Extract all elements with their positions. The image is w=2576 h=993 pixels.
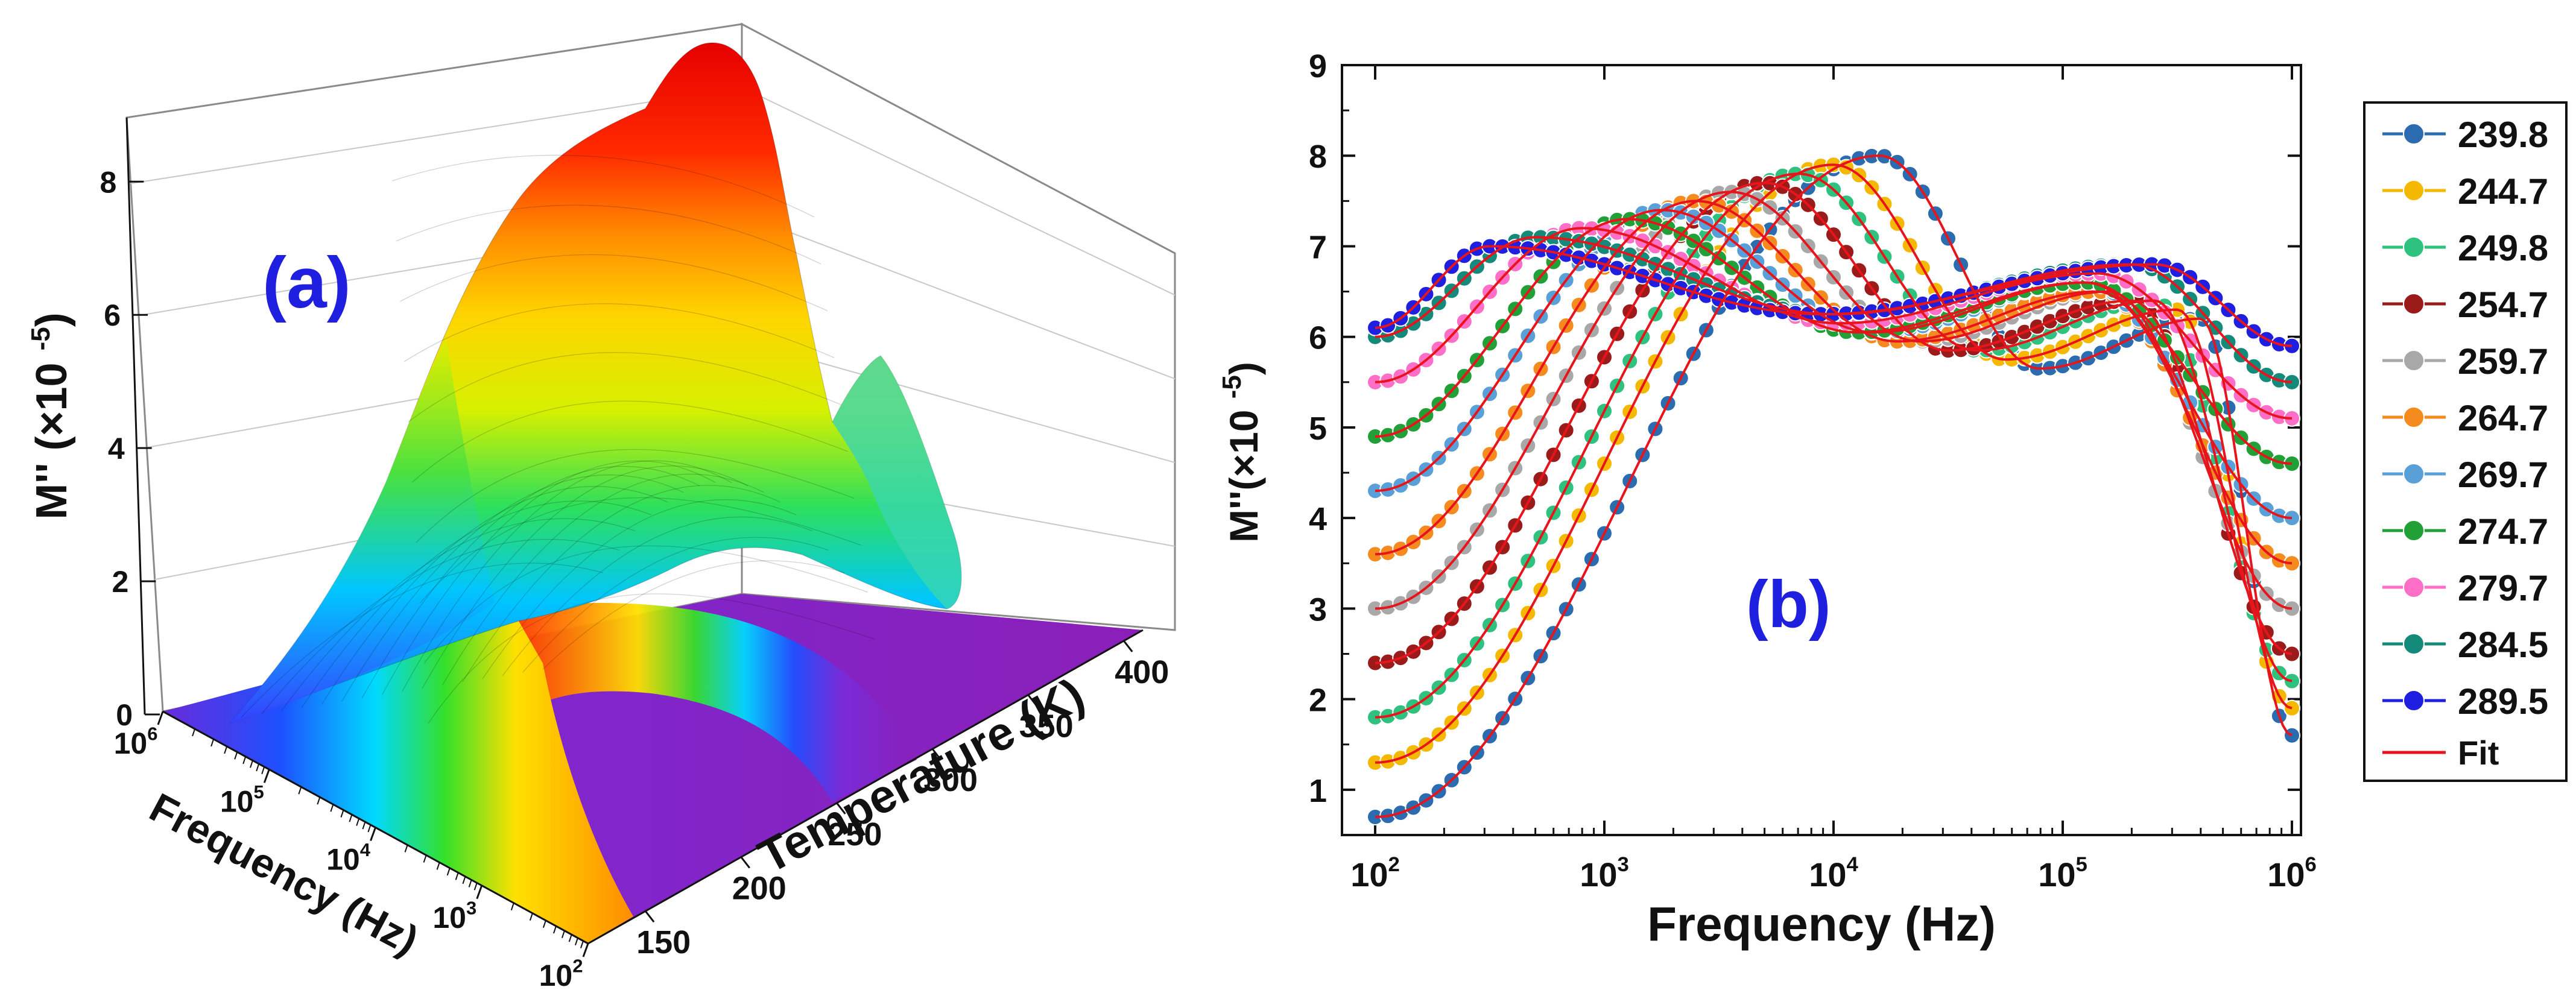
svg-text:M'' (×10 -5): M'' (×10 -5) — [26, 312, 76, 519]
data-point — [2283, 727, 2300, 744]
plot-b-x-tick-label: 102 — [1350, 853, 1400, 894]
fit-line-244.7 — [1375, 163, 2293, 764]
legend-label: 264.7 — [2458, 398, 2548, 438]
legend-marker — [2403, 690, 2425, 711]
frequency-tick-label: 105 — [220, 781, 264, 819]
fit-line-254.7 — [1375, 181, 2293, 664]
surface-floor-band — [507, 603, 917, 802]
data-point — [2283, 600, 2300, 617]
legend-label: 249.8 — [2458, 228, 2548, 268]
plot-b-y-tick-label: 2 — [1309, 682, 1327, 719]
plot-b-x-axis-title: Frequency (Hz) — [1647, 897, 1996, 951]
plot-b-y-axis-title-text: M''(×10 — [1221, 410, 1266, 543]
legend: 239.8 244.7 249.8 254.7 259.7 264.7 269.7 274.7… — [2382, 115, 2548, 772]
plot-b-frame — [1341, 64, 2302, 836]
legend-marker — [2403, 236, 2425, 258]
plot-b-series — [1367, 147, 2300, 825]
frequency-tick-label: 103 — [432, 897, 476, 935]
plot-b-y-tick-label: 4 — [1309, 501, 1327, 537]
legend-label: 259.7 — [2458, 341, 2548, 382]
plot-b-y-tick-label: 9 — [1309, 48, 1327, 84]
panel-a-label: (a) — [262, 242, 351, 323]
temperature-tick-label: 200 — [732, 871, 786, 907]
temperature-tick-label: 150 — [636, 924, 691, 960]
legend-label: 244.7 — [2458, 171, 2548, 212]
legend-marker — [2403, 293, 2425, 315]
plot-b-y-tick-label: 5 — [1309, 411, 1327, 447]
plot-b-y-tick-label: 6 — [1309, 320, 1327, 356]
legend-label: 279.7 — [2458, 568, 2548, 608]
temperature-tick-label: 300 — [923, 762, 978, 798]
z-axis-title-text: M'' (×10 — [28, 362, 76, 519]
legend-marker — [2403, 576, 2425, 598]
frequency-tick-label: 104 — [326, 839, 371, 877]
temperature-tick-label: 250 — [828, 816, 882, 853]
panel-b-line-plot: 1 2 3 4 5 6 7 8 9 102 103 104 105 106 (b) M''(×10 -5)… — [1217, 48, 2568, 951]
legend-label: 289.5 — [2458, 681, 2548, 722]
fit-line-274.7 — [1375, 218, 2293, 465]
plot-b-y-axis-title: M''(×10 -5) — [1217, 362, 1266, 543]
panel-b-label: (b) — [1746, 567, 1831, 642]
fit-line-239.8 — [1375, 154, 2293, 818]
plot-b-y-tick-label: 7 — [1309, 229, 1327, 265]
z-tick-label: 8 — [100, 165, 117, 199]
legend-label: 284.5 — [2458, 625, 2548, 665]
z-tick-label: 4 — [108, 432, 125, 465]
plot-b-y-tick-label: 1 — [1309, 773, 1327, 809]
legend-label: 269.7 — [2458, 455, 2548, 495]
z-tick-label: 6 — [104, 298, 121, 332]
frequency-axis: 106 105 104 103 102 — [114, 710, 589, 993]
legend-fit-label: Fit — [2458, 734, 2499, 772]
legend-marker — [2403, 123, 2425, 145]
legend-box — [2363, 101, 2568, 782]
surface-right-shoulder — [832, 356, 961, 609]
temperature-tick-label: 350 — [1019, 708, 1074, 745]
z-tick-label: 0 — [116, 698, 133, 732]
legend-marker — [2403, 180, 2425, 201]
surface-side-slope — [229, 338, 495, 723]
fit-line-279.7 — [1375, 227, 2293, 420]
legend-marker — [2403, 463, 2425, 485]
svg-text:M''(×10 -5): M''(×10 -5) — [1217, 362, 1266, 543]
fit-line-264.7 — [1375, 200, 2293, 565]
legend-marker — [2403, 406, 2425, 428]
plot-b-y-tick-label: 8 — [1309, 139, 1327, 175]
legend-label: 239.8 — [2458, 115, 2548, 155]
data-point — [2283, 645, 2300, 663]
legend-label: 254.7 — [2458, 285, 2548, 325]
legend-marker — [2403, 520, 2425, 541]
temperature-tick-label: 400 — [1115, 654, 1169, 690]
plot-b-x-tick-label: 104 — [1809, 853, 1858, 894]
legend-marker — [2403, 633, 2425, 655]
legend-marker — [2403, 350, 2425, 371]
plot-b-x-tick-label: 106 — [2267, 853, 2317, 894]
plot-b-x-tick-label: 103 — [1580, 853, 1629, 894]
frequency-tick-label: 102 — [539, 956, 583, 993]
legend-label: 274.7 — [2458, 511, 2548, 552]
fit-line-259.7 — [1375, 191, 2293, 610]
z-axis: 0 2 4 6 8 — [100, 117, 160, 732]
temperature-axis: 150 200 250 300 350 400 — [587, 629, 1169, 960]
z-tick-label: 2 — [112, 565, 129, 599]
plot-b-x-tick-label: 105 — [2038, 853, 2087, 894]
fit-line-289.5 — [1375, 245, 2293, 347]
z-axis-title: M'' (×10 -5) — [26, 312, 76, 519]
fit-line-269.7 — [1375, 209, 2293, 520]
frequency-tick-label: 106 — [114, 723, 158, 761]
surface-mesh — [241, 154, 875, 724]
plot-b-y-tick-label: 3 — [1309, 591, 1327, 628]
